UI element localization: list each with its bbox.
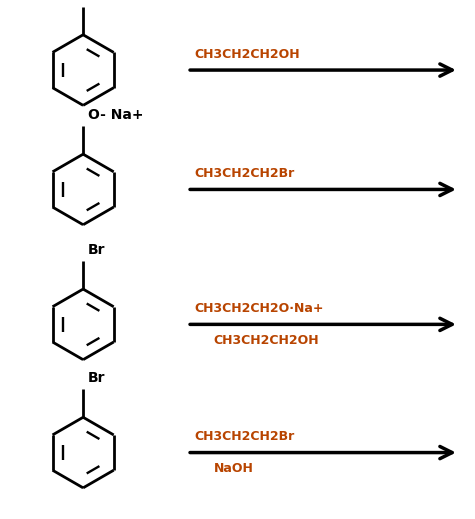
- Text: CH3CH2CH2OH: CH3CH2CH2OH: [195, 48, 300, 61]
- Text: CH3CH2CH2O·Na+: CH3CH2CH2O·Na+: [195, 302, 324, 315]
- Text: O- Na+: O- Na+: [88, 108, 143, 122]
- Text: CH3CH2CH2Br: CH3CH2CH2Br: [195, 430, 295, 443]
- Text: O- Na+: O- Na+: [88, 0, 143, 3]
- Text: Br: Br: [88, 243, 105, 257]
- Text: CH3CH2CH2Br: CH3CH2CH2Br: [195, 167, 295, 180]
- Text: NaOH: NaOH: [214, 462, 254, 475]
- Text: CH3CH2CH2OH: CH3CH2CH2OH: [214, 334, 319, 347]
- Text: Br: Br: [88, 371, 105, 385]
